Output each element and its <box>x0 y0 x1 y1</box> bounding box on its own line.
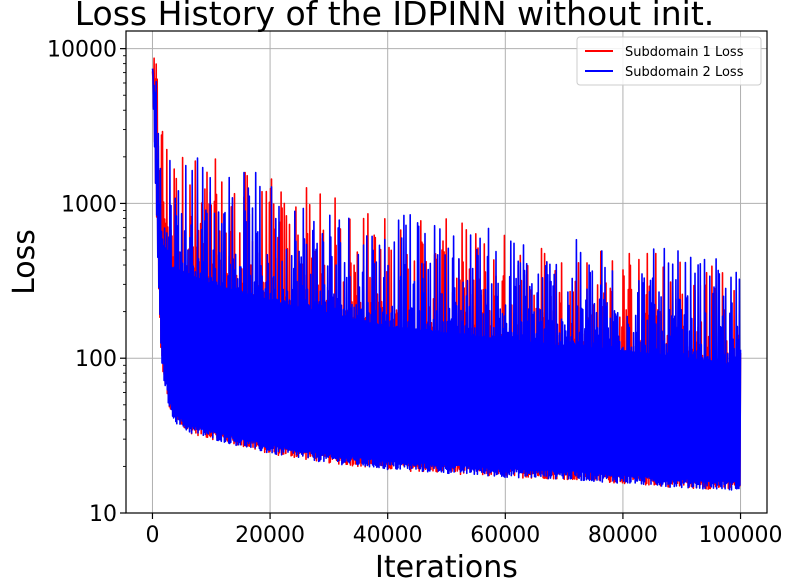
y-tick-label: 100 <box>75 347 117 372</box>
plot-frame <box>125 30 768 514</box>
legend-label-2: Subdomain 2 Loss <box>625 65 744 80</box>
legend-box <box>576 36 762 86</box>
x-tick-label: 60000 <box>470 523 540 548</box>
y-tick-label: 10000 <box>47 38 117 63</box>
legend: Subdomain 1 Loss Subdomain 2 Loss <box>576 36 762 86</box>
plot-area <box>151 57 742 491</box>
y-tick-label: 10 <box>89 502 117 527</box>
x-tick-label: 100000 <box>699 523 783 548</box>
y-tick-label: 1000 <box>61 192 117 217</box>
ticks: 0 20000 40000 60000 80000 100000 10 100 1000 1000… <box>47 38 783 548</box>
series-line-2 <box>151 68 742 491</box>
chart-title: Loss History of the IDPINN without init. <box>74 0 715 33</box>
legend-label-1: Subdomain 1 Loss <box>625 45 744 60</box>
x-axis-label: Iterations <box>375 550 518 584</box>
y-axis-label: Loss <box>7 229 42 295</box>
x-tick-label: 80000 <box>588 523 658 548</box>
x-tick-label: 40000 <box>353 523 423 548</box>
x-tick-label: 0 <box>145 523 159 548</box>
x-tick-label: 20000 <box>235 523 305 548</box>
axes <box>125 30 768 514</box>
